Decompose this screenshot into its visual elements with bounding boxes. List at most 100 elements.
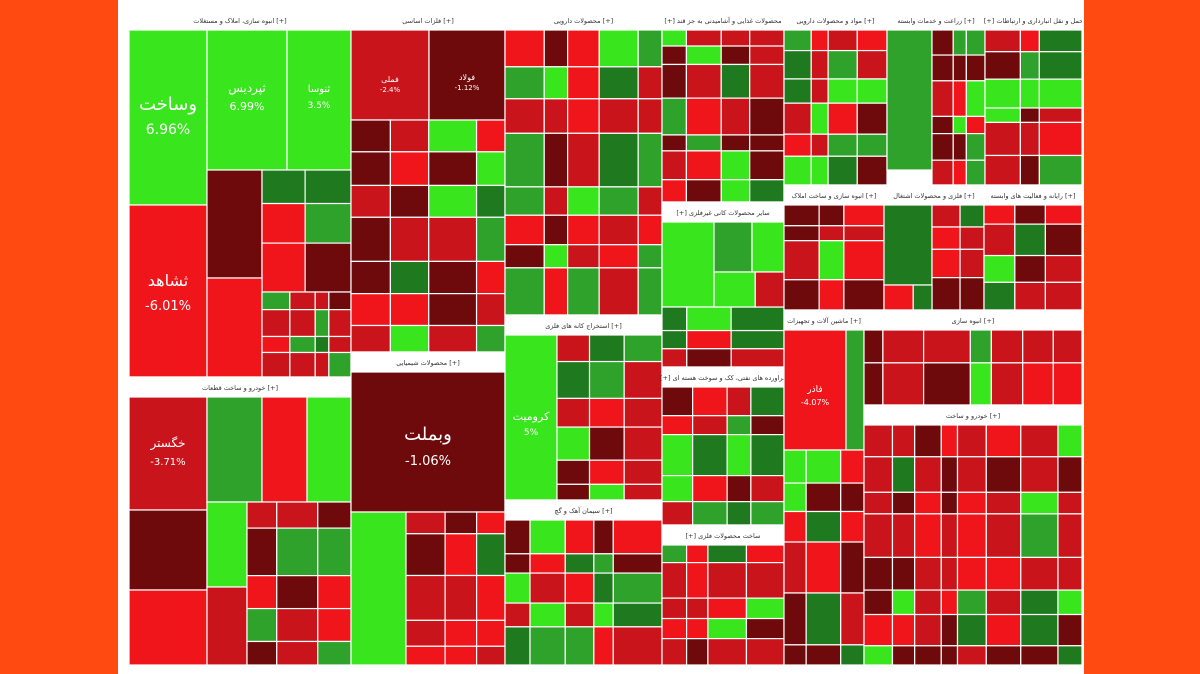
sector-tile-tile[interactable] <box>749 97 785 136</box>
stock-tile[interactable] <box>751 221 785 273</box>
sector-tile-tile[interactable] <box>891 491 916 515</box>
sector-tile-tile[interactable] <box>940 556 959 591</box>
sector-tile-tile[interactable] <box>661 638 688 665</box>
sector-tile-tile[interactable] <box>856 49 888 80</box>
sector-tile-tile[interactable] <box>891 645 916 665</box>
sector-tile-tile[interactable] <box>956 456 987 493</box>
sector-tile-tile[interactable] <box>529 519 566 555</box>
sector-tile-tile[interactable] <box>749 63 785 99</box>
sector-tile-tile[interactable] <box>843 240 885 281</box>
sector-tile-tile[interactable] <box>730 329 785 350</box>
sector-tile-tile[interactable] <box>504 267 545 316</box>
sector-tile-tile[interactable] <box>985 589 1022 616</box>
sector-tile-tile[interactable] <box>661 179 688 203</box>
stock-tile[interactable] <box>129 204 208 378</box>
sector-tile-tile[interactable] <box>783 102 812 135</box>
sector-tile-tile[interactable] <box>750 475 785 503</box>
sector-tile-tile[interactable] <box>593 519 614 555</box>
sector-tile-tile[interactable] <box>750 415 785 436</box>
sector-tile-tile[interactable] <box>405 574 446 621</box>
sector-tile-tile[interactable] <box>750 386 785 417</box>
sector-tile-tile[interactable] <box>567 29 600 68</box>
sector-tile-tile[interactable] <box>328 291 352 311</box>
sector-tile-tile[interactable] <box>623 360 663 400</box>
sector-tile-tile[interactable] <box>593 626 614 665</box>
sector-tile-tile[interactable] <box>317 607 352 643</box>
sector-tile-tile[interactable] <box>843 225 885 242</box>
sector-tile-tile[interactable] <box>940 491 959 515</box>
sector-tile-tile[interactable] <box>783 133 812 157</box>
sector-tile-tile[interactable] <box>720 29 751 47</box>
sector-tile-tile[interactable] <box>637 98 663 134</box>
sector-tile-tile[interactable] <box>923 362 971 406</box>
stock-tile[interactable] <box>306 396 352 503</box>
sector-tile-tile[interactable] <box>246 607 278 643</box>
sector-tile-tile[interactable] <box>810 133 829 157</box>
sector-tile-tile[interactable] <box>623 334 663 363</box>
sector-tile-tile[interactable] <box>685 45 722 66</box>
sector-tile-tile[interactable] <box>783 482 807 513</box>
sector-tile-tile[interactable] <box>827 29 858 52</box>
sector-tile-tile[interactable] <box>783 644 807 665</box>
stock-tile[interactable] <box>883 204 933 286</box>
sector-tile-tile[interactable] <box>504 244 545 269</box>
sector-tile-tile[interactable] <box>827 49 858 80</box>
sector-tile-tile[interactable] <box>931 133 954 161</box>
sector-tile-tile[interactable] <box>686 306 732 332</box>
sector-tile-tile[interactable] <box>476 645 506 665</box>
sector-tile-tile[interactable] <box>1057 424 1082 458</box>
sector-tile-tile[interactable] <box>863 424 894 458</box>
sector-tile-tile[interactable] <box>444 574 478 621</box>
sector-tile-tile[interactable] <box>612 602 663 628</box>
sector-tile-tile[interactable] <box>749 45 785 66</box>
sector-tile-tile[interactable] <box>965 80 986 118</box>
sector-tile-tile[interactable] <box>661 617 688 640</box>
sector-tile-tile[interactable] <box>940 456 959 493</box>
sector-tile-tile[interactable] <box>504 553 531 574</box>
sector-tile-tile[interactable] <box>783 155 812 186</box>
sector-tile-tile[interactable] <box>956 589 987 616</box>
sector-tile-tile[interactable] <box>428 184 478 218</box>
sector-tile-tile[interactable] <box>276 640 319 665</box>
sector-tile-tile[interactable] <box>428 151 478 187</box>
sector-tile-tile[interactable] <box>720 179 751 203</box>
sector-tile-tile[interactable] <box>726 415 752 436</box>
sector-tile-tile[interactable] <box>883 284 914 311</box>
sector-tile-tile[interactable] <box>1044 223 1082 257</box>
sector-tile-tile[interactable] <box>567 66 600 100</box>
sector-tile-tile[interactable] <box>556 397 591 428</box>
sector-tile-tile[interactable] <box>959 226 985 250</box>
sector-tile-tile[interactable] <box>389 119 430 153</box>
sector-tile-tile[interactable] <box>588 360 625 400</box>
sector-tile-tile[interactable] <box>914 589 942 616</box>
sector-tile-tile[interactable] <box>328 309 352 338</box>
sector-tile-tile[interactable] <box>661 134 688 152</box>
sector-tile-tile[interactable] <box>856 133 888 157</box>
sector-tile-tile[interactable] <box>304 169 352 205</box>
sector-tile-tile[interactable] <box>567 267 600 316</box>
sector-tile-tile[interactable] <box>1014 223 1047 257</box>
sector-tile-tile[interactable] <box>984 154 1021 186</box>
sector-tile-tile[interactable] <box>623 483 663 501</box>
sector-tile-tile[interactable] <box>965 115 986 135</box>
sector-tile-tile[interactable] <box>692 415 728 436</box>
sector-tile-tile[interactable] <box>969 362 992 406</box>
sector-tile-tile[interactable] <box>529 602 566 628</box>
sector-tile-tile[interactable] <box>1038 121 1082 157</box>
sector-tile-tile[interactable] <box>350 119 391 153</box>
sector-tile-tile[interactable] <box>840 482 865 513</box>
sector-tile-tile[interactable] <box>276 501 319 529</box>
sector-tile-tile[interactable] <box>750 433 785 477</box>
stock-tile[interactable] <box>206 29 288 171</box>
sector-tile-tile[interactable] <box>593 602 614 628</box>
sector-tile-tile[interactable] <box>707 617 748 640</box>
sector-tile-tile[interactable] <box>1014 281 1047 311</box>
sector-tile-tile[interactable] <box>983 223 1016 257</box>
sector-tile-tile[interactable] <box>637 66 663 100</box>
sector-tile-tile[interactable] <box>956 424 987 458</box>
sector-tile-tile[interactable] <box>246 575 278 610</box>
sector-tile-tile[interactable] <box>350 324 391 353</box>
sector-tile-tile[interactable] <box>931 277 961 311</box>
sector-tile-tile[interactable] <box>504 572 531 604</box>
sector-tile-tile[interactable] <box>661 29 688 47</box>
